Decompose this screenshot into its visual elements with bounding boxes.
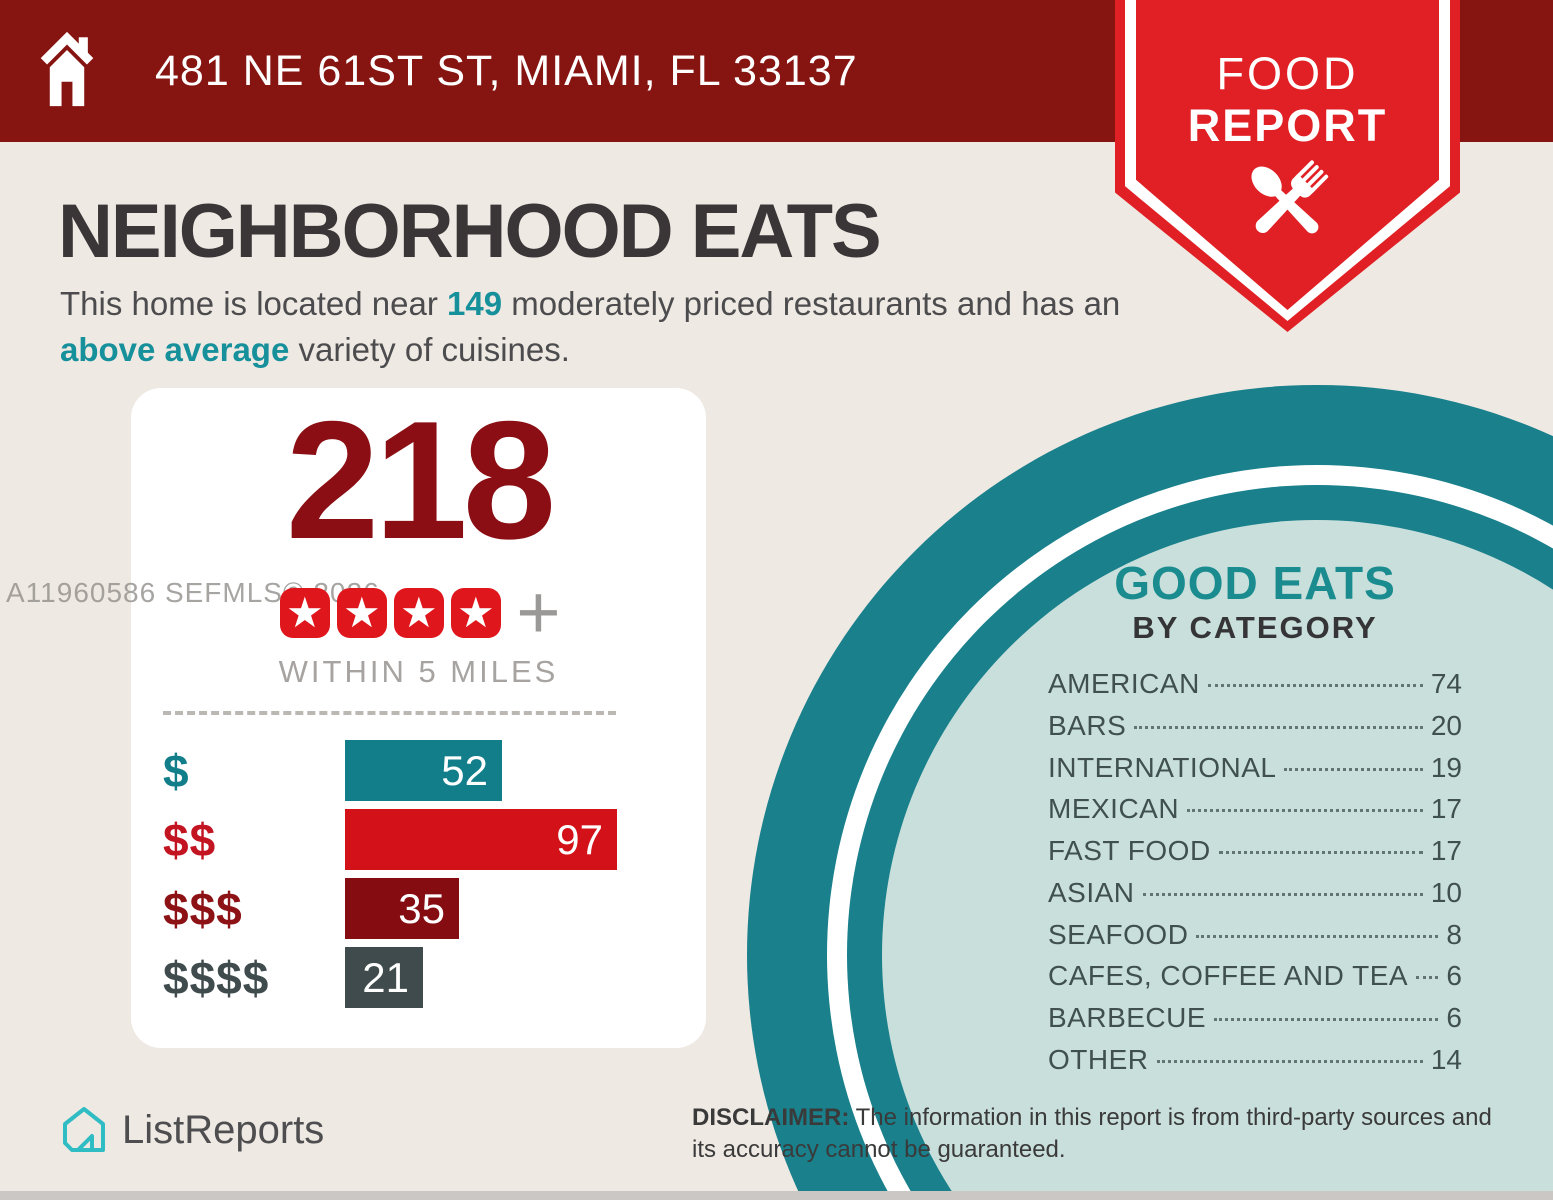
yelp-star-icon: ★	[393, 588, 444, 638]
category-name: CAFES, COFFEE AND TEA	[1048, 960, 1409, 992]
dotted-leader	[1416, 976, 1439, 980]
variety-highlight: above average	[60, 330, 290, 368]
category-count: 8	[1446, 918, 1462, 950]
category-name: FAST FOOD	[1048, 835, 1211, 866]
restaurant-count: 149	[447, 285, 503, 322]
spoon-fork-icon	[1251, 160, 1329, 234]
listreports-icon	[63, 1107, 105, 1152]
price-bar: 52	[345, 740, 502, 801]
good-eats-subtitle: BY CATEGORY	[1132, 610, 1378, 645]
yelp-star-icon: ★	[450, 588, 501, 638]
category-row: SEAFOOD 8	[1048, 919, 1462, 952]
category-row: FAST FOOD 17	[1048, 835, 1462, 868]
intro-mid: moderately priced restaurants and has an	[502, 285, 1121, 322]
price-bar-row: $$$ 35	[163, 878, 706, 939]
ribbon-food-label: FOOD	[1216, 48, 1359, 99]
listreports-label: ListReports	[122, 1107, 325, 1152]
dashed-divider	[163, 711, 616, 715]
good-eats-title: GOOD EATS	[1114, 557, 1396, 609]
home-icon	[40, 31, 94, 107]
category-row: OTHER 14	[1048, 1044, 1462, 1077]
category-row: MEXICAN 17	[1048, 793, 1462, 826]
plus-sign: +	[516, 570, 561, 655]
category-count: 17	[1430, 835, 1462, 866]
category-count: 14	[1430, 1043, 1462, 1075]
yelp-star-icon: ★	[279, 588, 330, 638]
category-count: 74	[1430, 668, 1462, 699]
page-edge	[0, 1191, 1553, 1200]
price-tier-label: $	[163, 744, 190, 797]
price-tier-label: $$$	[163, 882, 243, 935]
price-bar-row: $$$$ 21	[163, 947, 706, 1008]
disclaimer-label: DISCLAIMER:	[692, 1104, 850, 1131]
price-bar-row: $$ 97	[163, 809, 706, 870]
category-row: BARS 20	[1048, 710, 1462, 743]
price-bar: 21	[345, 947, 423, 1008]
dotted-leader	[1214, 1018, 1439, 1021]
category-name: BARS	[1048, 709, 1127, 741]
disclaimer: DISCLAIMER: The information in this repo…	[692, 1102, 1492, 1165]
category-count: 6	[1446, 960, 1462, 992]
star-icons: ★ ★ ★ ★	[276, 588, 504, 638]
price-bar-value: 52	[441, 746, 488, 794]
category-count: 20	[1430, 709, 1462, 741]
dotted-leader	[1134, 725, 1423, 729]
price-bar-row: $52	[163, 740, 706, 801]
intro-post: variety of cuisines.	[289, 330, 570, 368]
intro-pre: This home is located near	[60, 285, 448, 322]
price-tier-label: $$	[163, 813, 217, 866]
property-address: 481 NE 61ST ST, MIAMI, FL 33137	[155, 46, 858, 95]
dotted-leader	[1156, 1059, 1423, 1063]
category-name: MEXICAN	[1048, 793, 1180, 825]
category-row: ASIAN 10	[1048, 877, 1462, 910]
ribbon-report-label: REPORT	[1187, 100, 1388, 151]
price-bar-value: 21	[362, 953, 409, 1001]
dotted-leader	[1218, 851, 1423, 854]
good-eats-list: AMERICAN 74 BARS 20 INTERNATIONAL 19 MEXICAN 17…	[1048, 668, 1462, 1086]
price-bar: 97	[345, 809, 617, 870]
dotted-leader	[1207, 684, 1423, 687]
page-title: NEIGHBORHOOD EATS	[58, 189, 882, 274]
category-name: ASIAN	[1048, 876, 1135, 908]
category-name: INTERNATIONAL	[1048, 751, 1277, 783]
category-count: 19	[1430, 751, 1462, 783]
star-rating: ★ ★ ★ ★ +	[131, 570, 706, 655]
category-count: 10	[1430, 876, 1462, 908]
price-bar-value: 97	[556, 815, 603, 863]
price-tier-label: $$$$	[163, 951, 270, 1004]
category-name: OTHER	[1048, 1043, 1149, 1075]
disclaimer-text: The information in this report is from t…	[692, 1104, 1492, 1163]
food-report-ribbon: FOOD REPORT	[1115, 0, 1460, 332]
dotted-leader	[1187, 809, 1423, 813]
category-name: BARBECUE	[1048, 1002, 1207, 1033]
total-restaurants: 218	[285, 386, 556, 574]
dotted-leader	[1284, 767, 1423, 771]
radius-label: WITHIN 5 MILES	[278, 654, 559, 689]
price-bar: 35	[345, 878, 459, 939]
category-row: AMERICAN 74	[1048, 668, 1462, 701]
category-row: CAFES, COFFEE AND TEA 6	[1048, 960, 1462, 993]
intro-text: This home is located near 149 moderately…	[60, 281, 1130, 372]
category-row: BARBECUE 6	[1048, 1002, 1462, 1035]
price-bar-value: 35	[398, 884, 445, 932]
dotted-leader	[1196, 934, 1439, 938]
price-bars: $52 $$ 97 $$$ 35 $$$$ 21	[131, 740, 706, 1008]
category-name: AMERICAN	[1048, 668, 1200, 699]
category-count: 17	[1430, 793, 1462, 825]
category-name: SEAFOOD	[1048, 918, 1189, 950]
category-count: 6	[1446, 1002, 1462, 1033]
yelp-star-icon: ★	[336, 588, 387, 638]
dotted-leader	[1142, 892, 1423, 896]
stats-card: 218 ★ ★ ★ ★ + WITHIN 5 MILES $52 $$ 97 $$$ 35 $$…	[131, 388, 706, 1048]
category-row: INTERNATIONAL 19	[1048, 752, 1462, 785]
listreports-brand: ListReports	[58, 1104, 324, 1156]
